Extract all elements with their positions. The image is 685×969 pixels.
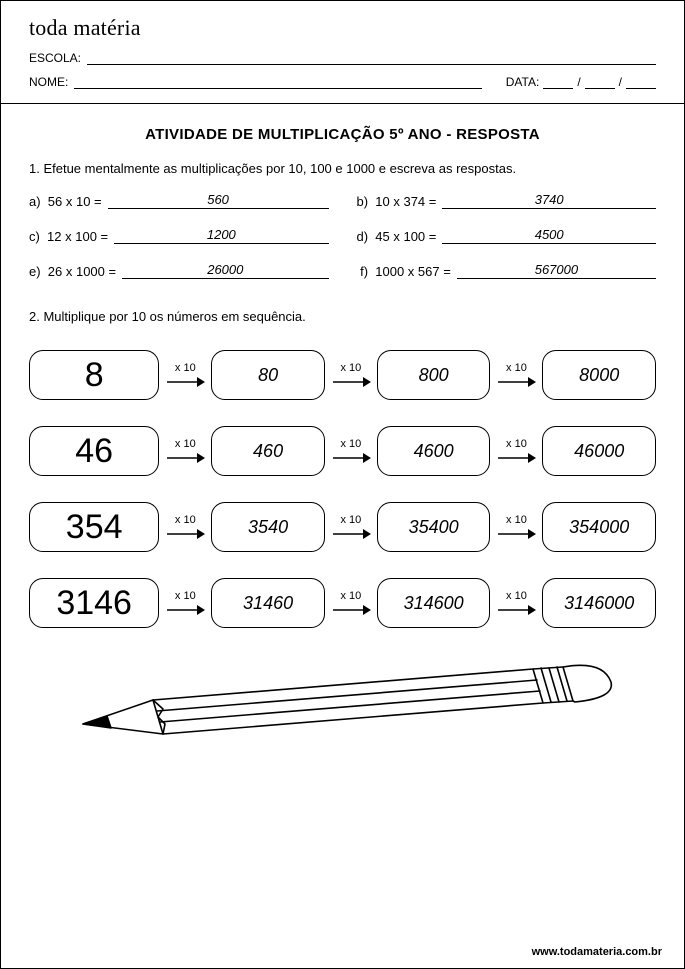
- sequence-answer-box: 4600: [377, 426, 491, 476]
- footer-url: www.todamateria.com.br: [532, 946, 662, 958]
- name-blank[interactable]: [74, 75, 481, 89]
- times-ten-connector: x 10: [494, 590, 538, 617]
- times-ten-connector: x 10: [494, 514, 538, 541]
- worksheet-content: ATIVIDADE DE MULTIPLICAÇÃO 5º ANO - RESP…: [1, 104, 684, 759]
- q1-answer: 26000: [122, 262, 328, 279]
- date-group: DATA: / /: [506, 75, 656, 89]
- q1-item: f) 1000 x 567 = 567000: [357, 262, 657, 279]
- q1-lhs: f) 1000 x 567 =: [357, 264, 451, 279]
- date-day-blank[interactable]: [543, 75, 573, 89]
- times-ten-connector: x 10: [163, 590, 207, 617]
- q1-answer: 1200: [114, 227, 328, 244]
- times-ten-connector: x 10: [163, 438, 207, 465]
- date-year-blank[interactable]: [626, 75, 656, 89]
- sequence-answer-box: 8000: [542, 350, 656, 400]
- times-ten-connector: x 10: [329, 438, 373, 465]
- op-label: x 10: [506, 438, 527, 450]
- sequence-row: 3146 x 10 31460 x 10 314600 x 10 3146000: [29, 578, 656, 628]
- sequence-answer-box: 354000: [542, 502, 656, 552]
- op-label: x 10: [340, 438, 361, 450]
- q2-sequences: 8 x 10 80 x 10 800 x 10 8000 46 x 10 460 x 10 4600 x…: [29, 350, 656, 628]
- sequence-answer-box: 31460: [211, 578, 325, 628]
- times-ten-connector: x 10: [494, 362, 538, 389]
- q1-item: a) 56 x 10 = 560: [29, 192, 329, 209]
- pencil-icon: [63, 654, 623, 749]
- q1-grid: a) 56 x 10 = 560 b) 10 x 374 = 3740 c) 1…: [29, 192, 656, 279]
- sequence-answer-box: 80: [211, 350, 325, 400]
- q1-lhs: b) 10 x 374 =: [357, 194, 437, 209]
- name-label: NOME:: [29, 75, 68, 89]
- op-label: x 10: [340, 590, 361, 602]
- school-blank[interactable]: [87, 51, 656, 65]
- date-sep: /: [577, 75, 580, 89]
- times-ten-connector: x 10: [494, 438, 538, 465]
- q1-prompt: 1. Efetue mentalmente as multiplicações …: [29, 161, 656, 176]
- sequence-answer-box: 46000: [542, 426, 656, 476]
- worksheet-title: ATIVIDADE DE MULTIPLICAÇÃO 5º ANO - RESP…: [29, 126, 656, 143]
- op-label: x 10: [175, 362, 196, 374]
- q1-lhs: d) 45 x 100 =: [357, 229, 437, 244]
- op-label: x 10: [175, 514, 196, 526]
- sequence-row: 8 x 10 80 x 10 800 x 10 8000: [29, 350, 656, 400]
- q1-item: d) 45 x 100 = 4500: [357, 227, 657, 244]
- sequence-answer-box: 800: [377, 350, 491, 400]
- sequence-start-box: 8: [29, 350, 159, 400]
- brand-logo: toda matéria: [29, 15, 656, 41]
- times-ten-connector: x 10: [163, 362, 207, 389]
- pencil-illustration: [29, 654, 656, 749]
- worksheet-page: toda matéria ESCOLA: NOME: DATA: / / ATI…: [0, 0, 685, 969]
- q1-lhs: c) 12 x 100 =: [29, 229, 108, 244]
- date-label: DATA:: [506, 75, 540, 89]
- q1-answer: 4500: [442, 227, 656, 244]
- q1-item: b) 10 x 374 = 3740: [357, 192, 657, 209]
- op-label: x 10: [506, 514, 527, 526]
- sequence-start-box: 354: [29, 502, 159, 552]
- sequence-row: 46 x 10 460 x 10 4600 x 10 46000: [29, 426, 656, 476]
- q1-lhs: e) 26 x 1000 =: [29, 264, 116, 279]
- times-ten-connector: x 10: [329, 362, 373, 389]
- sequence-start-box: 3146: [29, 578, 159, 628]
- op-label: x 10: [506, 362, 527, 374]
- q1-item: e) 26 x 1000 = 26000: [29, 262, 329, 279]
- worksheet-header: toda matéria ESCOLA: NOME: DATA: / /: [1, 1, 684, 104]
- sequence-answer-box: 35400: [377, 502, 491, 552]
- sequence-row: 354 x 10 3540 x 10 35400 x 10 354000: [29, 502, 656, 552]
- date-month-blank[interactable]: [585, 75, 615, 89]
- q1-answer: 567000: [457, 262, 656, 279]
- q1-answer: 3740: [442, 192, 656, 209]
- date-sep: /: [619, 75, 622, 89]
- sequence-answer-box: 314600: [377, 578, 491, 628]
- school-label: ESCOLA:: [29, 51, 81, 65]
- sequence-answer-box: 3540: [211, 502, 325, 552]
- op-label: x 10: [340, 514, 361, 526]
- op-label: x 10: [340, 362, 361, 374]
- q1-item: c) 12 x 100 = 1200: [29, 227, 329, 244]
- sequence-start-box: 46: [29, 426, 159, 476]
- times-ten-connector: x 10: [329, 514, 373, 541]
- op-label: x 10: [175, 590, 196, 602]
- name-date-line: NOME: DATA: / /: [29, 75, 656, 89]
- op-label: x 10: [175, 438, 196, 450]
- times-ten-connector: x 10: [163, 514, 207, 541]
- times-ten-connector: x 10: [329, 590, 373, 617]
- q2-prompt: 2. Multiplique por 10 os números em sequ…: [29, 309, 656, 324]
- q1-answer: 560: [108, 192, 329, 209]
- sequence-answer-box: 3146000: [542, 578, 656, 628]
- q1-lhs: a) 56 x 10 =: [29, 194, 102, 209]
- sequence-answer-box: 460: [211, 426, 325, 476]
- op-label: x 10: [506, 590, 527, 602]
- school-line: ESCOLA:: [29, 51, 656, 65]
